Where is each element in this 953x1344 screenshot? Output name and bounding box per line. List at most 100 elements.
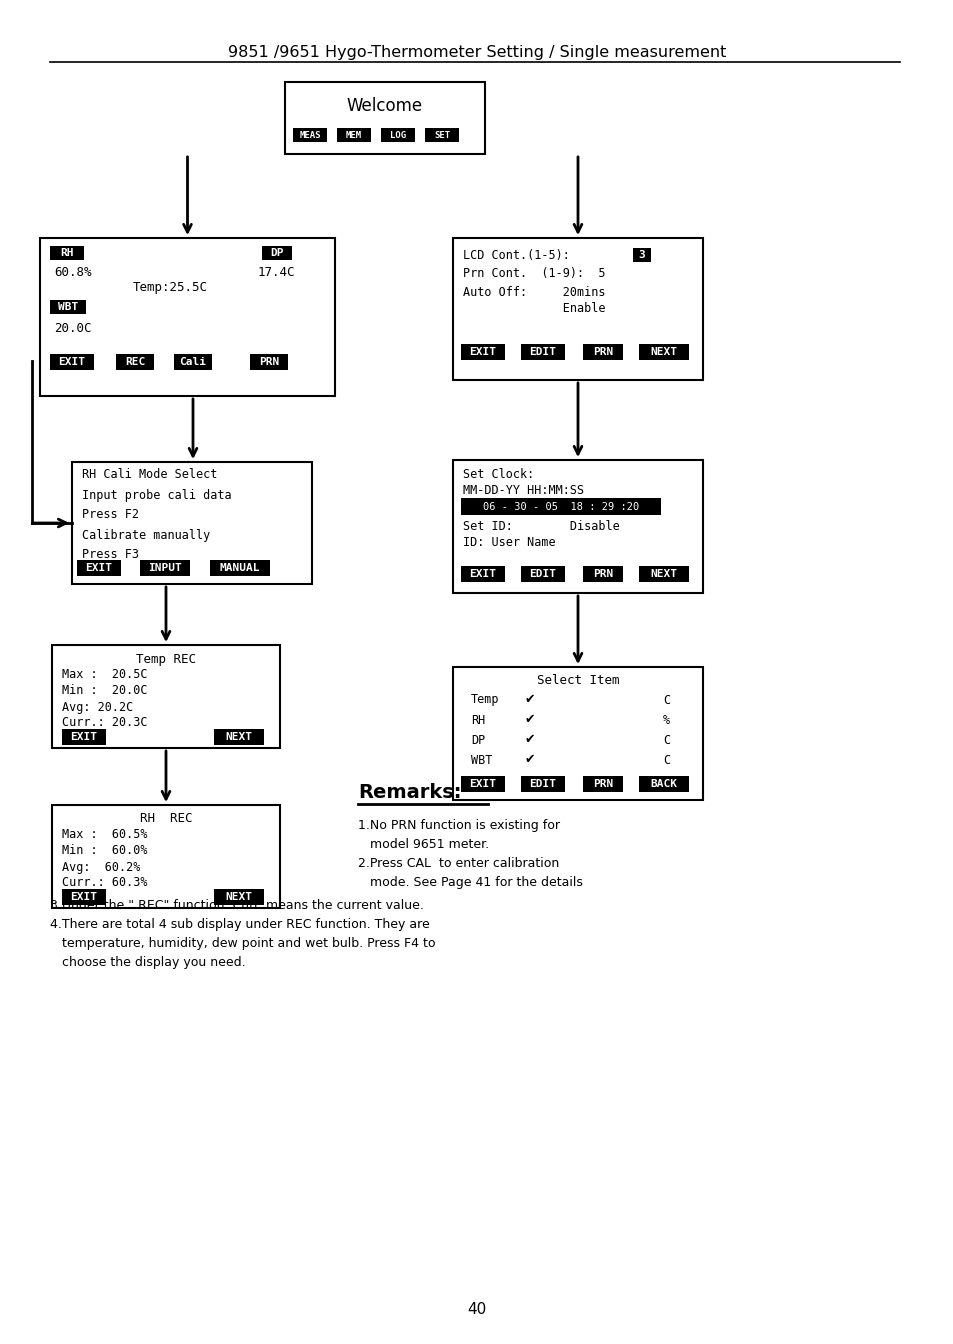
Text: PRN: PRN [258,358,279,367]
Text: 3.Under the " REC" function. Curr. means the current value.: 3.Under the " REC" function. Curr. means… [50,899,423,913]
Text: 20.0C: 20.0C [54,321,91,335]
Bar [285,82,484,155]
Text: %: % [662,714,669,727]
Text: EXIT: EXIT [469,780,496,789]
Bar [424,128,458,142]
Bar [262,246,292,259]
Bar [50,300,86,314]
Text: 40: 40 [467,1302,486,1317]
Text: PRN: PRN [592,347,613,358]
Text: PRN: PRN [592,569,613,579]
Text: Select Item: Select Item [537,675,618,688]
Text: Min :  20.0C: Min : 20.0C [62,684,148,698]
Text: Press F2: Press F2 [82,508,139,521]
Bar [52,805,280,909]
Bar [293,128,327,142]
Text: EXIT: EXIT [86,563,112,573]
Text: DP: DP [471,734,485,746]
Text: Avg:  60.2%: Avg: 60.2% [62,860,140,874]
Bar [453,460,702,593]
Bar [633,249,650,262]
Bar [213,888,264,905]
Text: Temp: Temp [471,694,499,707]
Text: Auto Off:     20mins: Auto Off: 20mins [462,285,605,298]
Text: ✔: ✔ [524,754,535,766]
Text: 1.No PRN function is existing for: 1.No PRN function is existing for [357,818,559,832]
Bar [453,238,702,380]
Text: 3: 3 [638,250,644,259]
Text: WBT: WBT [58,302,78,312]
Text: C: C [662,694,669,707]
Bar [77,560,121,577]
Text: Set ID:        Disable: Set ID: Disable [462,520,619,532]
Bar [62,728,106,745]
Text: ✔: ✔ [524,714,535,727]
Bar [520,775,564,792]
Text: BACK: BACK [650,780,677,789]
Text: PRN: PRN [592,780,613,789]
Text: EDIT: EDIT [529,780,556,789]
Bar [62,888,106,905]
Text: 2.Press CAL  to enter calibration: 2.Press CAL to enter calibration [357,857,558,870]
Text: SET: SET [434,130,450,140]
Bar [213,728,264,745]
Bar [140,560,190,577]
Text: mode. See Page 41 for the details: mode. See Page 41 for the details [357,876,582,888]
Text: EDIT: EDIT [529,569,556,579]
Text: Enable: Enable [462,301,605,314]
Text: EXIT: EXIT [469,569,496,579]
Bar [250,353,288,370]
Bar [453,667,702,800]
Bar [71,462,312,585]
Bar [582,344,622,360]
Bar [210,560,270,577]
Text: EDIT: EDIT [529,347,556,358]
Text: 17.4C: 17.4C [257,266,295,278]
Text: Input probe cali data: Input probe cali data [82,488,232,501]
Text: MEAS: MEAS [299,130,320,140]
Text: NEXT: NEXT [225,892,253,902]
Bar [639,566,688,582]
Text: Min :  60.0%: Min : 60.0% [62,844,148,857]
Text: EXIT: EXIT [71,732,97,742]
Text: Max :  20.5C: Max : 20.5C [62,668,148,681]
Text: REC: REC [125,358,145,367]
Text: NEXT: NEXT [650,347,677,358]
Text: 60.8%: 60.8% [54,266,91,278]
Text: EXIT: EXIT [71,892,97,902]
Text: EXIT: EXIT [58,358,86,367]
Text: C: C [662,734,669,746]
Text: RH Cali Mode Select: RH Cali Mode Select [82,469,217,481]
Text: 4.There are total 4 sub display under REC function. They are: 4.There are total 4 sub display under RE… [50,918,429,931]
Text: Welcome: Welcome [347,97,422,116]
Text: ✔: ✔ [524,734,535,746]
Bar [52,645,280,749]
Bar [520,566,564,582]
Text: MEM: MEM [346,130,362,140]
Text: 06 - 30 - 05  18 : 29 :20: 06 - 30 - 05 18 : 29 :20 [482,503,639,512]
Text: RH: RH [471,714,485,727]
Text: Press F3: Press F3 [82,548,139,562]
Text: temperature, humidity, dew point and wet bulb. Press F4 to: temperature, humidity, dew point and wet… [50,937,435,950]
Bar [460,344,504,360]
Text: Remarks:: Remarks: [357,784,461,802]
Text: model 9651 meter.: model 9651 meter. [357,839,489,851]
Text: choose the display you need.: choose the display you need. [50,956,245,969]
Bar [460,566,504,582]
Text: Max :  60.5%: Max : 60.5% [62,828,148,841]
Text: Curr.: 60.3%: Curr.: 60.3% [62,876,148,890]
Bar [336,128,371,142]
Text: Temp REC: Temp REC [136,652,195,665]
Bar [116,353,153,370]
Bar [460,775,504,792]
Bar [639,775,688,792]
Text: RH  REC: RH REC [139,813,193,825]
Text: Set Clock:: Set Clock: [462,468,534,481]
Text: Cali: Cali [179,358,206,367]
Text: LOG: LOG [390,130,406,140]
Text: Temp:25.5C: Temp:25.5C [132,281,208,294]
Bar [40,238,335,396]
Text: MM-DD-YY HH:MM:SS: MM-DD-YY HH:MM:SS [462,484,583,496]
Bar [639,344,688,360]
Bar [460,499,660,515]
